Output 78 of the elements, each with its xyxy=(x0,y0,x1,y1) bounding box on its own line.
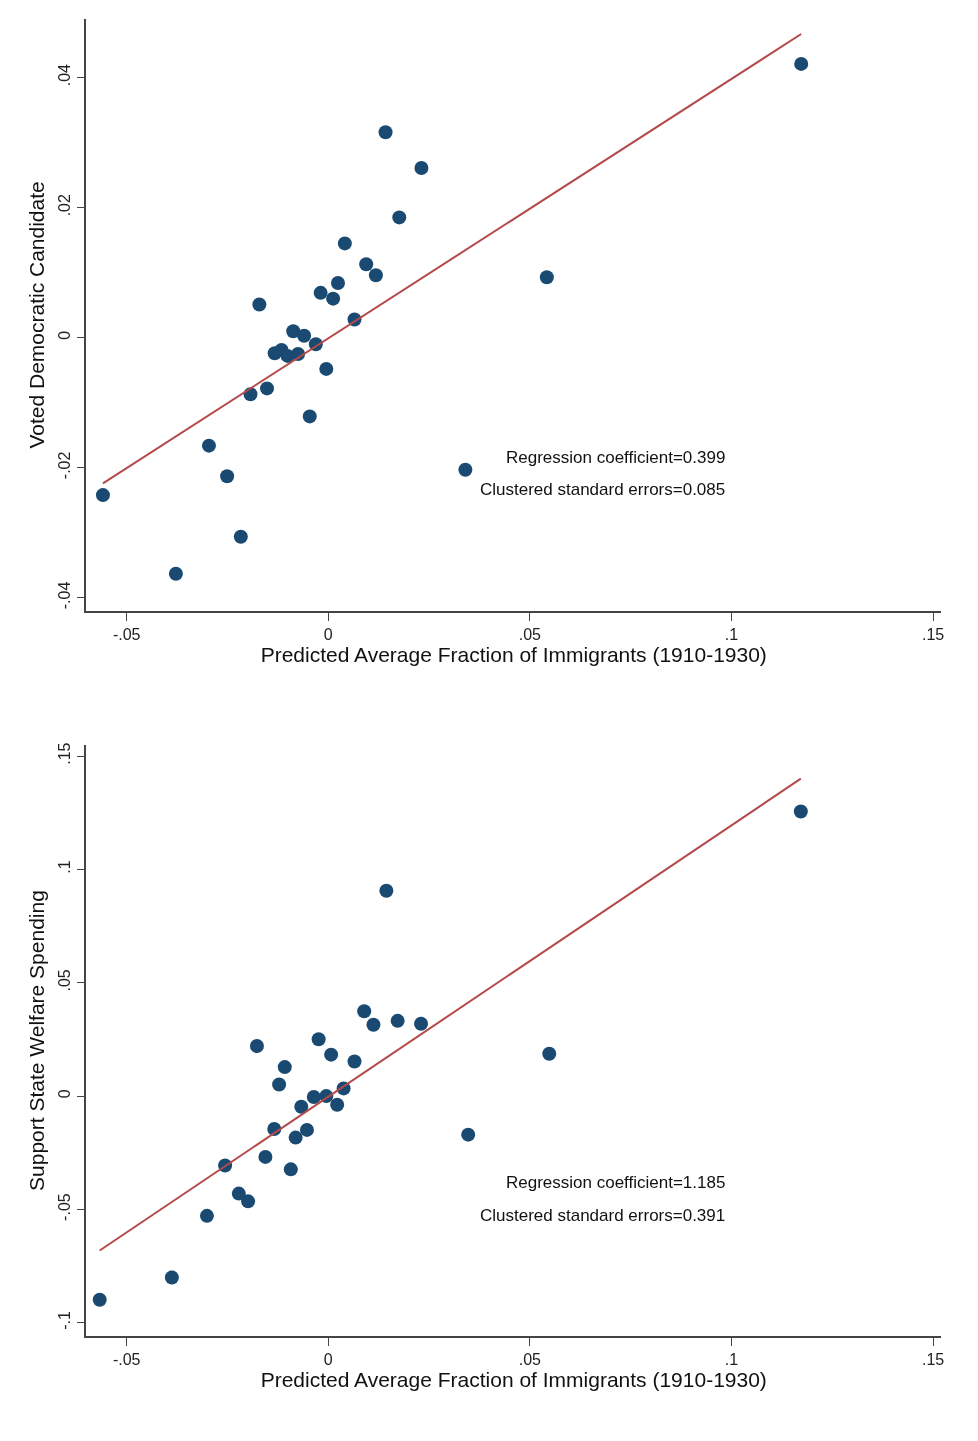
x-tick-label: .05 xyxy=(518,1351,542,1369)
point xyxy=(414,160,429,175)
point xyxy=(164,1270,179,1285)
point xyxy=(366,1017,381,1032)
x-tick-label: 0 xyxy=(323,1351,333,1369)
point xyxy=(201,438,216,453)
point xyxy=(220,469,235,484)
y-tick-label: .02 xyxy=(56,194,74,217)
x-tick-label: -.05 xyxy=(112,1351,141,1369)
point xyxy=(297,328,312,343)
point xyxy=(277,1060,292,1075)
y-tick-label: .1 xyxy=(56,860,74,874)
point xyxy=(231,1186,246,1201)
point xyxy=(542,1046,557,1061)
point xyxy=(539,270,554,285)
point xyxy=(92,1292,107,1307)
point xyxy=(286,324,301,339)
annotation: Regression coefficient=1.185 xyxy=(506,1173,726,1192)
point xyxy=(347,1054,362,1069)
x-tick-label: .1 xyxy=(724,1351,739,1369)
y-tick-label: .05 xyxy=(56,969,74,992)
x-tick-label: .1 xyxy=(724,625,739,643)
point xyxy=(233,529,248,544)
point xyxy=(368,268,383,283)
x-tick-label: .15 xyxy=(921,1351,945,1369)
point xyxy=(283,1162,298,1177)
point xyxy=(302,409,317,424)
annotation: Regression coefficient=0.399 xyxy=(506,448,726,467)
x-axis-title: Predicted Average Fraction of Immigrants (1910-1930) xyxy=(260,642,767,666)
point xyxy=(294,1099,309,1114)
point xyxy=(241,1194,256,1209)
point xyxy=(379,883,394,898)
y-tick-label: .15 xyxy=(56,742,74,765)
point xyxy=(313,285,328,300)
x-tick-label: 0 xyxy=(323,625,333,643)
y-tick-label: 0 xyxy=(56,330,74,340)
point xyxy=(330,276,345,291)
y-tick-label: -.04 xyxy=(56,581,74,610)
point xyxy=(260,381,275,396)
y-tick-label: -.05 xyxy=(56,1193,74,1221)
point xyxy=(793,804,808,819)
point xyxy=(252,297,267,312)
point xyxy=(461,1127,476,1142)
x-axis-title: Predicted Average Fraction of Immigrants (1910-1930) xyxy=(260,1368,767,1392)
point xyxy=(378,125,393,140)
point xyxy=(359,257,374,272)
annotation: Clustered standard errors=0.085 xyxy=(480,480,726,499)
y-tick-label: 0 xyxy=(56,1089,74,1099)
point xyxy=(458,462,473,477)
point xyxy=(249,1039,264,1053)
point xyxy=(357,1004,372,1019)
x-tick-label: .05 xyxy=(518,625,542,643)
annotation: Clustered standard errors=0.391 xyxy=(480,1206,726,1225)
point xyxy=(326,291,341,306)
y-axis-title: Voted Democratic Candidate xyxy=(24,181,48,449)
x-tick-label: .15 xyxy=(921,625,945,643)
point xyxy=(337,236,352,251)
point xyxy=(794,56,809,71)
point xyxy=(414,1016,429,1031)
y-axis-title: Support State Welfare Spending xyxy=(24,890,48,1191)
point xyxy=(299,1122,314,1137)
point xyxy=(168,566,183,581)
point xyxy=(324,1047,339,1062)
point xyxy=(390,1013,405,1028)
point xyxy=(272,1077,287,1092)
point xyxy=(311,1032,326,1047)
point xyxy=(330,1097,345,1112)
point xyxy=(288,1130,303,1145)
point xyxy=(319,361,334,376)
point xyxy=(306,1090,321,1105)
point xyxy=(392,210,407,225)
y-tick-label: -.1 xyxy=(56,1311,74,1330)
point xyxy=(199,1208,214,1223)
x-tick-label: -.05 xyxy=(112,625,141,643)
y-tick-label: .04 xyxy=(56,63,74,87)
y-tick-label: -.02 xyxy=(56,451,74,480)
point xyxy=(258,1149,273,1164)
point xyxy=(95,488,110,503)
